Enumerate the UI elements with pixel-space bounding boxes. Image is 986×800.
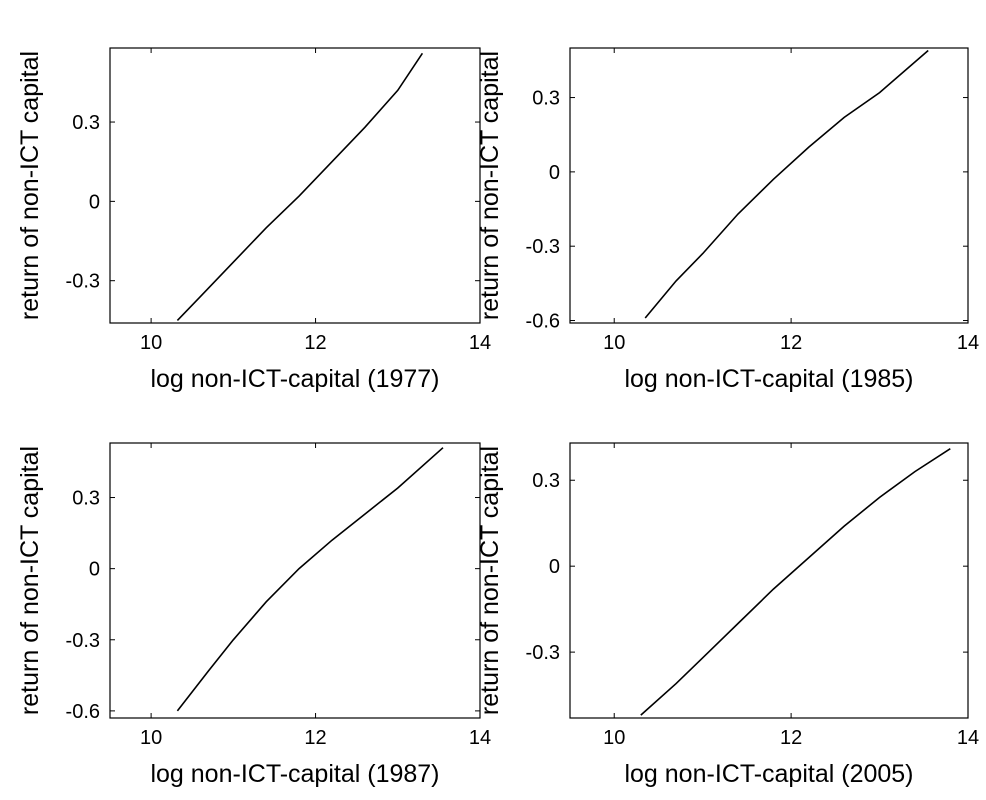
plot-frame [569,442,969,719]
y-tick-label: 0 [89,191,100,213]
x-tick-label: 10 [603,727,625,749]
plot-frame [109,47,481,324]
x-tick-label: 14 [469,727,491,749]
series-line-1 [176,447,444,712]
y-tick-label: 0 [549,556,560,578]
y-axis-label: return of non-ICT capital [16,446,44,715]
series-line-1 [176,52,424,321]
x-axis-label: log non-ICT-capital (2005) [624,760,913,788]
y-tick-label: -0.6 [526,311,560,333]
y-tick-label: -0.3 [66,271,100,293]
y-tick-label: -0.6 [66,701,100,723]
x-tick-label: 10 [140,727,162,749]
x-tick-label: 12 [304,332,326,354]
y-tick-label: -0.3 [526,236,560,258]
x-tick-label: 14 [957,332,979,354]
y-axis-label: return of non-ICT capital [476,446,504,715]
panel-4: 10 12 14 -0.3 0 0.3 log non-ICT-capital (2005)… [476,442,979,788]
x-axis-label: log non-ICT-capital (1985) [624,365,913,393]
x-tick-label: 10 [603,332,625,354]
x-tick-label: 14 [469,332,491,354]
y-tick-label: 0.3 [72,488,100,510]
y-tick-label: 0.3 [532,88,560,110]
plot-frame [109,442,481,719]
y-tick-label: 0.3 [72,112,100,134]
y-tick-label: 0 [549,162,560,184]
x-tick-label: 12 [780,332,802,354]
panel-2: 10 12 14 -0.6 -0.3 0 0.3 log non-ICT-capital (1… [476,47,979,393]
y-tick-label: -0.3 [66,630,100,652]
y-tick-label: 0 [89,559,100,581]
plot-frame [569,47,969,324]
series-line-1 [640,448,951,716]
x-tick-label: 14 [957,727,979,749]
x-axis-label: log non-ICT-capital (1987) [150,760,439,788]
y-tick-label: 0.3 [532,470,560,492]
x-tick-label: 12 [780,727,802,749]
panel-1: 10 12 14 -0.3 0 0.3 log non-ICT-capital (1977)… [16,47,491,393]
y-axis-label: return of non-ICT capital [16,51,44,320]
panel-3: 10 12 14 -0.6 -0.3 0 0.3 log non-ICT-capital (1… [16,442,491,788]
x-tick-label: 12 [304,727,326,749]
x-axis-label: log non-ICT-capital (1977) [150,365,439,393]
x-tick-label: 10 [140,332,162,354]
y-tick-label: -0.3 [526,642,560,664]
series-line-1 [644,49,929,319]
y-axis-label: return of non-ICT capital [476,51,504,320]
